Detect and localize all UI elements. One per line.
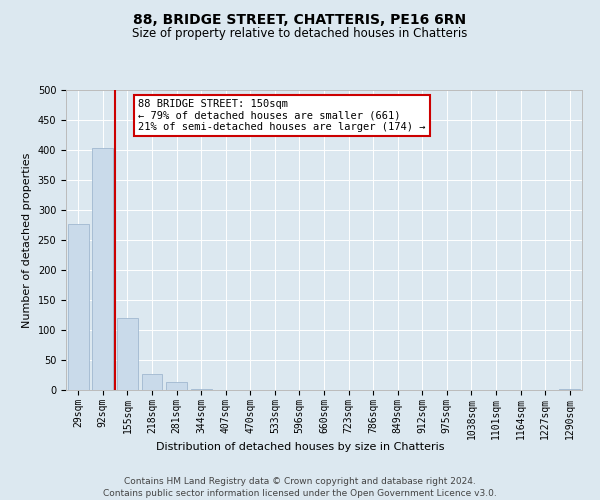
Bar [92, 148, 113, 390]
Y-axis label: Number of detached properties: Number of detached properties [22, 152, 32, 328]
Bar [117, 318, 138, 390]
Text: Distribution of detached houses by size in Chatteris: Distribution of detached houses by size … [156, 442, 444, 452]
Bar [559, 389, 580, 390]
Bar [191, 389, 212, 390]
Text: 88 BRIDGE STREET: 150sqm
← 79% of detached houses are smaller (661)
21% of semi-: 88 BRIDGE STREET: 150sqm ← 79% of detach… [138, 99, 426, 132]
Text: Contains HM Land Registry data © Crown copyright and database right 2024.: Contains HM Land Registry data © Crown c… [124, 478, 476, 486]
Text: 88, BRIDGE STREET, CHATTERIS, PE16 6RN: 88, BRIDGE STREET, CHATTERIS, PE16 6RN [133, 12, 467, 26]
Bar [68, 224, 89, 390]
Bar [142, 374, 163, 390]
Bar [166, 382, 187, 390]
Text: Contains public sector information licensed under the Open Government Licence v3: Contains public sector information licen… [103, 489, 497, 498]
Text: Size of property relative to detached houses in Chatteris: Size of property relative to detached ho… [133, 28, 467, 40]
